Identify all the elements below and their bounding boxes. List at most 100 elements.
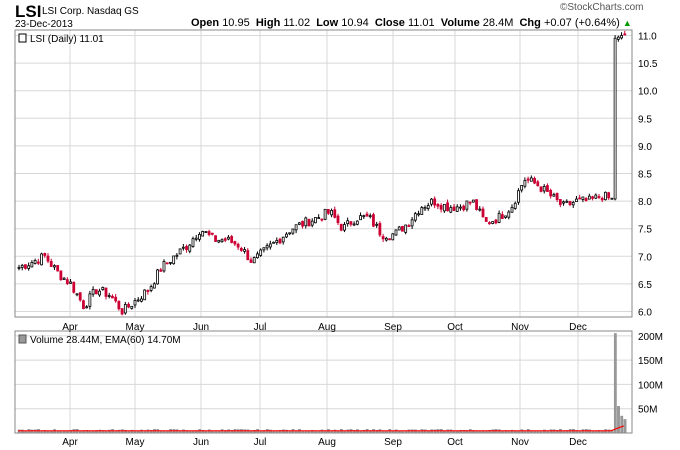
candle-body [117,300,121,310]
candle-body [143,289,147,301]
candle-body [185,246,188,251]
candle-body [568,201,572,205]
candle-body [388,238,391,241]
volume-legend-icon [18,334,27,344]
price-month-label: Oct [447,322,463,333]
volume-value: 28.4M [482,17,514,29]
candle-body [397,226,401,231]
candle-body [227,236,230,240]
candle-body [104,287,108,297]
candle-body [210,232,214,235]
candle-body [468,201,472,204]
volume-legend-text: Volume 28.44M, EMA(60) 14.70M [30,335,181,346]
candle-body [252,257,256,264]
candle-body [552,194,556,197]
candle-body [355,220,359,225]
candle-body [220,239,224,243]
volume-month-label: Oct [447,437,463,448]
candle-body [188,244,192,252]
candle-body [272,241,275,244]
candle-body [159,269,163,272]
candle-body [175,254,179,257]
candle-body [368,215,372,218]
volume-month-label: Apr [62,437,78,448]
candle-body [555,193,559,200]
candle-body [326,209,330,214]
candle-body [587,195,591,200]
candle-body [394,229,398,236]
candle-body [194,237,198,240]
candle-body [423,207,427,210]
candle-body [46,255,50,262]
volume-month-label: Nov [511,437,529,448]
candle-body [520,185,524,191]
price-tick-label: 6.0 [638,307,652,318]
candle-body [214,235,217,242]
candle-body [120,308,124,315]
volume-month-label: Jul [254,437,267,448]
candle-body [30,262,34,268]
candle-body [172,255,176,265]
candle-body [133,300,137,306]
candle-body [317,217,321,219]
candle-body [459,206,462,209]
candle-body [439,205,443,210]
volume-panel-frame [14,330,633,434]
candle-body [575,198,578,203]
candle-body [491,221,495,224]
candle-body [230,236,234,243]
candle-body [372,214,375,227]
candle-body [471,199,475,203]
price-month-label: Jun [193,322,209,333]
close-label: Close [374,17,405,29]
candle-body [259,249,263,256]
candle-body [384,237,388,241]
candle-body [607,192,611,199]
candle-body [529,177,533,182]
candle-body [281,236,285,243]
volume-month-label: Sep [384,437,402,448]
candle-body [546,185,549,192]
candle-body [558,199,562,205]
candle-body [69,281,72,284]
candle-body [523,180,527,187]
candle-body [539,186,543,192]
candle-body [581,196,585,200]
volume-label: Volume [440,17,480,29]
candle-body [82,300,85,309]
price-tick-label: 8.0 [638,197,652,208]
candle-body [420,207,424,215]
candle-body [517,190,520,203]
candle-body [436,203,440,207]
price-month-label: Sep [384,322,402,333]
candle-body [127,303,130,308]
candle-body [462,205,466,211]
candle-body [578,197,582,200]
candle-body [278,238,282,244]
candle-body [404,224,408,233]
candle-body [497,212,501,223]
candle-body [488,222,491,225]
candle-body [314,217,317,224]
price-x-axis: Apr May Jun Jul Aug Sep Oct Nov Dec [62,322,587,333]
candle-body [320,218,324,221]
candle-body [53,265,56,268]
candle-body [72,281,76,293]
candle-body [181,246,185,249]
volume-month-label: Aug [318,437,336,448]
volume-tick-label: 50M [638,405,657,416]
price-tick-label: 9.5 [638,114,652,125]
candle-body [236,243,240,248]
candle-body [24,264,27,269]
price-month-label: Jul [254,322,267,333]
candle-body [565,200,569,203]
candle-body [449,207,453,213]
candle-body [526,178,530,181]
candle-body [91,288,95,295]
candle-body [59,270,63,281]
candle-body [107,295,111,297]
candle-body [301,220,304,227]
candle-body [378,223,382,236]
candle-body [571,202,575,206]
